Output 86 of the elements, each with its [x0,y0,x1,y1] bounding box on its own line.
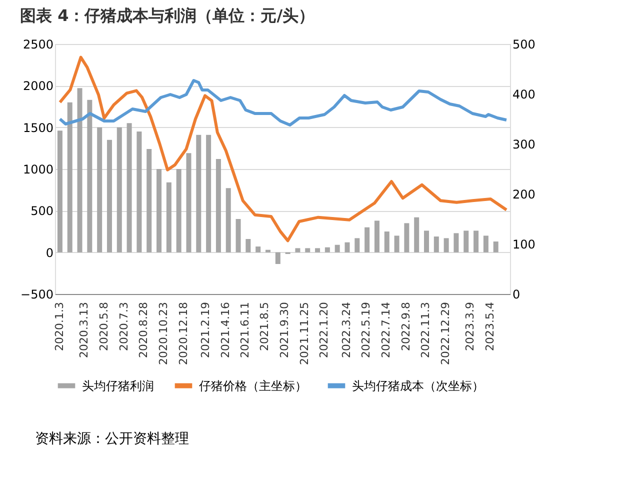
bar [404,223,410,252]
x-tick-label: 2022.3.24 [340,302,353,358]
x-tick-label: 2020.10.23 [156,302,170,365]
x-tick-label: 2021.4.16 [218,302,232,358]
bar [246,239,251,252]
y2-tick-label: 200 [512,188,536,202]
y-tick-label: 1500 [22,120,54,135]
bar [236,219,241,252]
x-tick-label: 2020.8.28 [137,302,150,358]
bar [384,232,390,252]
x-tick-label: 2020.7.3 [117,302,130,351]
bar [166,182,172,252]
bar [305,248,310,252]
x-tick-label: 2021.8.5 [258,302,272,351]
chart-title: 图表 4：仔猪成本与利润（单位：元/头） [20,6,315,25]
x-tick-label: 2021.11.25 [298,302,311,365]
y2-tick-label: 300 [512,138,536,152]
x-tick-label: 2022.12.29 [438,302,452,365]
legend-label: 头均仔猪利润 [82,378,154,393]
x-tick-label: 2022.7.14 [380,302,393,358]
bar [116,127,122,252]
x-tick-label: 2023.5.4 [484,302,497,351]
bar [374,220,380,252]
bar [87,100,92,252]
x-tick-label: 2023.3.9 [464,302,477,351]
x-tick-label: 2020.12.18 [176,302,190,365]
x-tick-label: 2022.1.20 [318,302,331,358]
bar [196,134,202,252]
bar [464,230,469,252]
bar [364,227,370,252]
bar [146,149,152,252]
bar [97,127,102,252]
bar [483,236,488,252]
y-tick-label: 500 [30,204,54,218]
bar [444,238,449,252]
x-tick-label: 2020.1.3 [52,302,66,351]
bar [493,242,498,252]
x-tick-label: 2022.11.3 [419,302,432,358]
y-tick-label: 2000 [22,79,54,94]
bar [334,244,340,252]
bar [424,230,429,252]
x-tick-label: 2022.9.8 [399,302,412,351]
bar [454,233,459,252]
bar [176,169,182,252]
bar [394,236,400,252]
bar [315,248,320,252]
x-tick-label: 2020.5.8 [98,302,111,351]
bar [474,230,479,252]
bar [354,238,360,252]
y-tick-label: 2500 [22,38,54,52]
bar [344,242,350,252]
bar [256,246,261,252]
bar [126,123,132,252]
line-series [58,79,508,126]
x-tick-label: 2020.3.13 [78,302,91,358]
text: 资料来源：公开资料整理 [35,431,189,447]
bar [295,248,300,252]
bar [186,153,192,252]
bar [206,134,212,252]
bar [106,140,112,252]
bar [226,188,231,252]
y2-tick-label: 400 [512,88,536,102]
x-tick-label: 2021.9.30 [278,302,291,358]
y2-tick-label: 100 [512,238,536,252]
legend-label: 头均仔猪成本（次坐标） [352,378,484,393]
bar [77,88,82,252]
y2-tick-label: 0 [512,288,520,302]
bar [324,247,330,252]
x-tick-label: 2021.2.19 [199,302,212,358]
line-series [58,56,508,242]
x-tick-label: 2022.5.19 [360,302,373,358]
y-tick-label: −500 [20,288,54,302]
bar [67,102,72,252]
bar [216,159,221,252]
legend-label: 仔猪价格（主坐标） [199,378,307,393]
x-tick-label: 2021.6.11 [238,302,252,358]
bar [275,252,280,264]
y-tick-label: 1000 [22,162,54,176]
y2-tick-label: 500 [512,38,536,52]
bar [414,217,420,252]
y-tick-label: 0 [46,246,54,260]
bar [57,130,62,252]
bar [265,250,270,252]
bar [136,132,142,252]
bar [156,169,162,252]
bar [434,236,439,252]
